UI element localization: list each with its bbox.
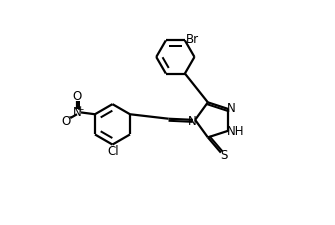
Text: Br: Br xyxy=(186,33,199,45)
Text: O: O xyxy=(62,114,71,127)
Text: ⁻: ⁻ xyxy=(67,114,72,124)
Text: NH: NH xyxy=(226,124,244,137)
Text: N: N xyxy=(227,101,236,114)
Text: N: N xyxy=(73,106,81,119)
Text: O: O xyxy=(72,90,82,102)
Text: +: + xyxy=(76,105,84,114)
Text: Cl: Cl xyxy=(107,145,119,158)
Text: N: N xyxy=(188,115,197,128)
Text: S: S xyxy=(220,148,228,161)
